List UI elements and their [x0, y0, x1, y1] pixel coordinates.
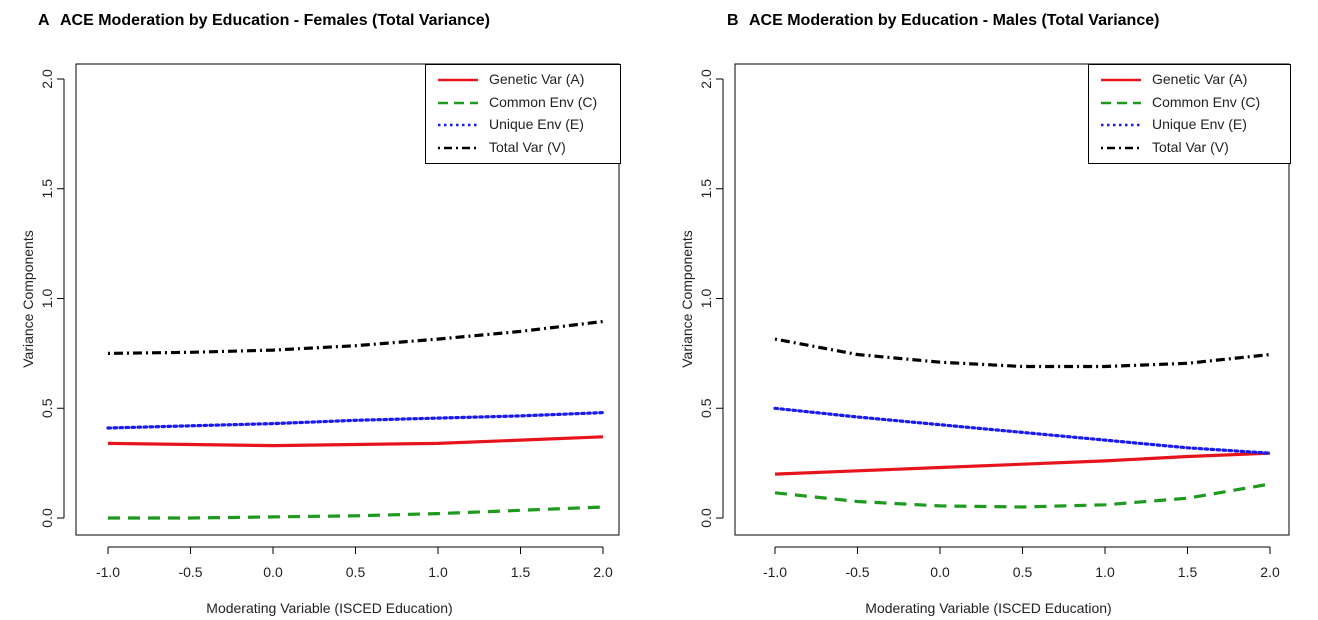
series-line: [107, 319, 604, 355]
legend-item: Total Var (V): [426, 137, 620, 160]
x-tick-label: 1.5: [511, 564, 531, 580]
legend-item: Common Env (C): [426, 92, 620, 115]
legend-label: Common Env (C): [489, 93, 598, 110]
x-tick-label: 2.0: [1260, 564, 1280, 580]
legend-label: Unique Env (E): [1152, 116, 1247, 132]
legend-item: Genetic Var (A): [426, 69, 620, 92]
legend-swatch: [1101, 123, 1141, 127]
legend-swatch: [438, 146, 478, 149]
legend-label: Total Var (V): [1152, 138, 1229, 155]
y-tick-label: 0.5: [698, 398, 714, 418]
legend-item: Genetic Var (A): [1089, 69, 1290, 92]
panel-label: B: [727, 12, 739, 29]
legend-swatch: [1101, 146, 1141, 149]
x-axis-label: Moderating Variable (ISCED Education): [206, 600, 453, 616]
x-tick-label: -0.5: [178, 564, 202, 580]
legend: Genetic Var (A) Common Env (C) Unique Env …: [425, 64, 621, 164]
legend-label: Common Env (C): [1152, 93, 1261, 110]
x-tick-label: -1.0: [96, 564, 120, 580]
plot-area: -1.0 -0.5 0.0 0.5 1.0 1.5 2.0 0.0 0.5 1.0 1.5 2.0: [698, 63, 1290, 580]
legend-item: Common Env (C): [1089, 92, 1290, 115]
plot-area: -1.0 -0.5 0.0 0.5 1.0 1.5 2.0 0.0 0.5 1.0 1.5 2.0: [39, 63, 620, 580]
plot-frame: [75, 63, 620, 536]
legend-label: Unique Env (E): [489, 116, 584, 132]
x-tick-label: 0.5: [346, 564, 366, 580]
x-tick-label: -1.0: [763, 564, 787, 580]
legend-swatch: [1101, 78, 1141, 82]
y-tick-label: 1.5: [39, 179, 55, 199]
y-tick-label: 1.0: [698, 289, 714, 309]
x-tick-label: 0.0: [263, 564, 283, 580]
legend-swatch: [1101, 101, 1141, 104]
y-tick-label: 0.5: [39, 398, 55, 418]
x-tick-label: -0.5: [845, 564, 869, 580]
chart-panel-a: A ACE Moderation by Education - Females …: [20, 12, 621, 616]
legend-swatch: [438, 78, 478, 82]
series-line: [107, 435, 604, 448]
series-line: [106, 411, 605, 430]
series-line: [774, 337, 1271, 369]
x-tick-label: 1.0: [1095, 564, 1115, 580]
y-tick-label: 1.0: [39, 289, 55, 309]
y-axis-label: Variance Components: [679, 229, 695, 368]
legend-item: Unique Env (E): [1089, 114, 1290, 137]
legend-label: Genetic Var (A): [1152, 71, 1248, 87]
legend-label: Total Var (V): [489, 138, 566, 155]
legend-label: Genetic Var (A): [489, 71, 585, 87]
legend-item: Unique Env (E): [426, 114, 620, 137]
legend-item: Total Var (V): [1089, 137, 1290, 160]
y-tick-label: 1.5: [698, 179, 714, 199]
y-tick-label: 2.0: [698, 69, 714, 89]
series-line: [773, 406, 1272, 455]
series-line: [108, 505, 604, 520]
chart-title: ACE Moderation by Education - Females (T…: [60, 12, 491, 29]
legend-swatch: [438, 123, 478, 127]
y-tick-label: 2.0: [39, 69, 55, 89]
x-tick-label: 2.0: [593, 564, 613, 580]
x-tick-label: 0.0: [930, 564, 950, 580]
x-tick-label: 1.5: [1178, 564, 1198, 580]
series-line: [774, 482, 1271, 509]
y-tick-label: 0.0: [39, 508, 55, 528]
y-axis-label: Variance Components: [20, 229, 36, 368]
x-axis-label: Moderating Variable (ISCED Education): [865, 600, 1112, 616]
x-tick-label: 1.0: [428, 564, 448, 580]
x-tick-label: 0.5: [1013, 564, 1033, 580]
plot-frame: [734, 63, 1290, 536]
series-line: [774, 451, 1271, 476]
chart-panel-b: B ACE Moderation by Education - Males (T…: [659, 0, 1318, 620]
panel-label: A: [38, 12, 50, 29]
legend: Genetic Var (A) Common Env (C) Unique Env …: [1088, 64, 1291, 164]
chart-title: ACE Moderation by Education - Males (Tot…: [749, 12, 1160, 29]
legend-swatch: [438, 101, 478, 104]
y-tick-label: 0.0: [698, 508, 714, 528]
